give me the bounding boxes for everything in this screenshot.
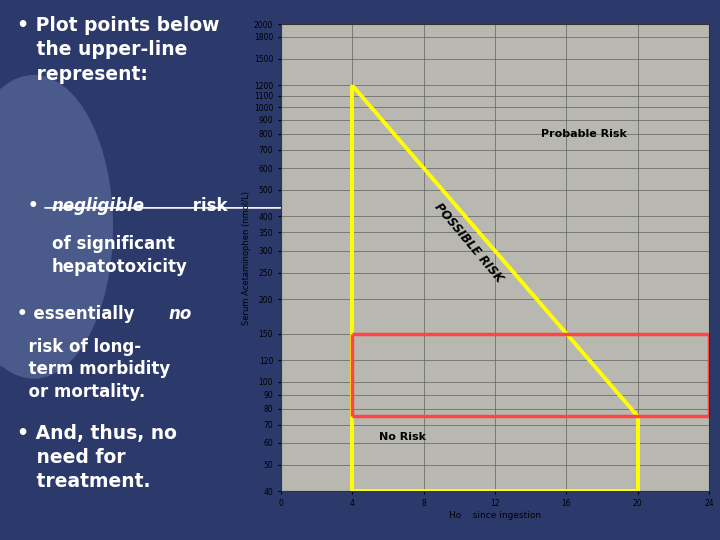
Text: No Risk: No Risk	[379, 432, 426, 442]
Text: negligible: negligible	[52, 197, 145, 215]
Text: risk of long-
  term morbidity
  or mortality.: risk of long- term morbidity or mortalit…	[17, 338, 170, 401]
Text: risk: risk	[186, 197, 228, 215]
Y-axis label: Serum Acetaminophen (nmol/L): Serum Acetaminophen (nmol/L)	[242, 191, 251, 325]
Text: of significant
hepatotoxicity: of significant hepatotoxicity	[52, 235, 188, 276]
Text: no: no	[168, 305, 192, 323]
Text: Probable Risk: Probable Risk	[541, 129, 627, 139]
Circle shape	[0, 173, 45, 367]
X-axis label: Ho    since ingestion: Ho since ingestion	[449, 511, 541, 520]
Circle shape	[0, 76, 112, 378]
Text: POSSIBLE RISK: POSSIBLE RISK	[431, 201, 505, 285]
Text: • And, thus, no
   need for
   treatment.: • And, thus, no need for treatment.	[17, 424, 176, 491]
Text: • essentially: • essentially	[17, 305, 140, 323]
Text: •: •	[28, 197, 50, 215]
Text: • Plot points below
   the upper-line
   represent:: • Plot points below the upper-line repre…	[17, 16, 220, 84]
